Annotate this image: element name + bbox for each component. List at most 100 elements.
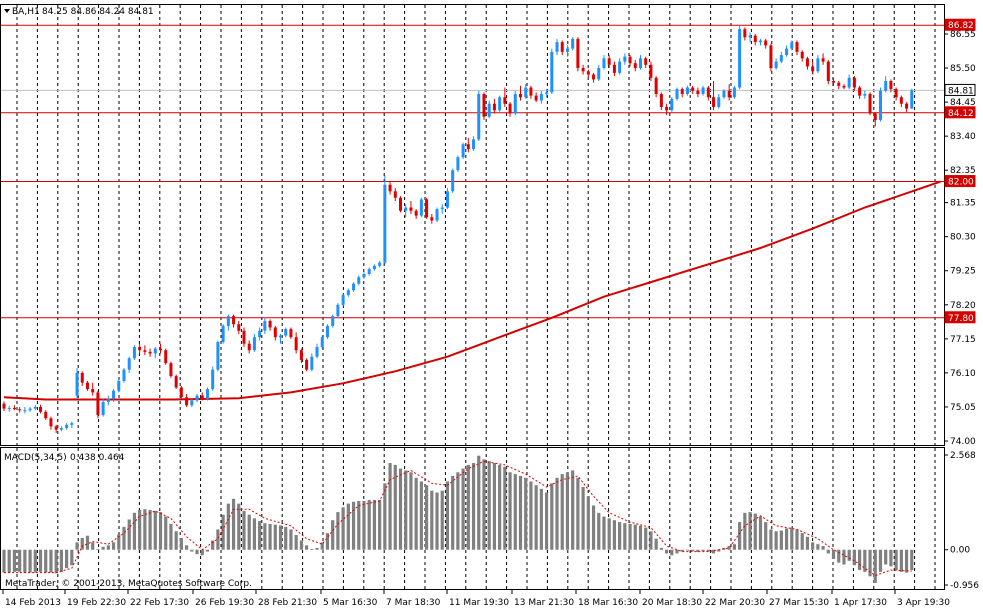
macd-bar <box>863 549 867 572</box>
candle <box>346 288 350 297</box>
macd-bar <box>873 549 877 583</box>
macd-bar <box>200 549 204 556</box>
macd-bar <box>132 512 137 550</box>
macd-bar <box>492 463 497 550</box>
candle <box>216 340 220 372</box>
macd-bar <box>367 499 371 550</box>
macd-bar <box>518 475 523 550</box>
macd-bar <box>357 501 361 550</box>
candle <box>602 55 606 70</box>
candle <box>132 345 136 360</box>
candle <box>691 85 695 94</box>
y-tick-label: 76.10 <box>950 369 976 379</box>
candle <box>800 50 804 62</box>
macd-bar <box>701 549 705 552</box>
candle <box>727 84 731 101</box>
macd-bar <box>524 477 528 550</box>
macd-bar <box>289 529 293 550</box>
candle <box>247 340 251 354</box>
candle <box>409 201 413 214</box>
candle <box>112 389 116 403</box>
candle <box>508 102 512 117</box>
y-tick-label: 82.35 <box>950 166 976 176</box>
macd-bar <box>487 461 491 550</box>
price-panel-frame <box>0 4 945 446</box>
candle <box>117 379 121 393</box>
candle <box>289 327 293 339</box>
candle <box>738 25 742 90</box>
candle <box>299 348 303 364</box>
macd-bar <box>216 529 220 550</box>
candle <box>743 27 747 41</box>
candle <box>659 92 663 111</box>
candle <box>430 213 434 224</box>
macd-bar <box>581 487 585 550</box>
candle <box>258 327 262 341</box>
macd-bar <box>790 527 794 550</box>
macd-bar <box>837 549 841 563</box>
candle <box>513 90 517 116</box>
macd-bar <box>607 518 611 550</box>
candle <box>425 197 429 219</box>
price-tag <box>944 106 976 119</box>
macd-bar <box>294 534 298 550</box>
candle <box>39 404 43 414</box>
candle <box>357 275 361 286</box>
macd-bar <box>258 520 262 550</box>
x-tick-label: 3 Apr 19:30 <box>897 598 950 608</box>
macd-bar <box>252 518 257 550</box>
candle <box>633 59 637 72</box>
candle <box>785 45 789 57</box>
candle <box>628 55 632 67</box>
candle <box>414 209 418 219</box>
x-tick-label: 28 Feb 21:30 <box>258 598 317 608</box>
macd-bar <box>649 531 653 550</box>
macd-bar <box>414 477 418 550</box>
menu-triangle-icon[interactable] <box>4 9 10 13</box>
macd-bar <box>706 549 710 552</box>
candle <box>487 100 491 119</box>
macd-bar <box>471 463 476 550</box>
macd-bar <box>868 549 872 577</box>
macd-signal-line <box>4 460 912 577</box>
price-axis: 86.55 85.50 84.45 83.40 82.35 81.35 80.30 79.25… <box>944 18 979 591</box>
macd-bar <box>445 481 450 550</box>
candle <box>232 314 236 328</box>
macd-values-label: 0.438 0.464 <box>70 453 125 463</box>
macd-bar <box>23 549 27 573</box>
macd-bar <box>571 470 575 550</box>
macd-bar <box>336 512 340 550</box>
macd-bar <box>393 464 397 550</box>
price-tag <box>944 83 976 96</box>
macd-bar <box>831 549 836 559</box>
candle <box>717 93 721 109</box>
candle <box>279 333 283 344</box>
macd-bar <box>430 490 434 550</box>
macd-bar <box>341 507 345 550</box>
macd-bar <box>122 526 126 550</box>
macd-bar <box>800 533 804 550</box>
macd-bar <box>727 546 731 550</box>
candle <box>127 356 131 373</box>
macd-bar <box>409 472 413 550</box>
macd-bar <box>59 549 63 572</box>
candle <box>811 61 815 75</box>
moving-average <box>3 180 941 401</box>
candle <box>732 85 736 99</box>
macd-bar <box>378 499 382 550</box>
macd-bar <box>555 477 559 550</box>
candle <box>837 81 841 90</box>
candle <box>623 53 627 65</box>
candle <box>685 85 689 96</box>
y-tick-label: 74.00 <box>950 437 976 447</box>
candle <box>899 95 903 107</box>
macd-bar <box>612 520 617 550</box>
candle <box>404 204 408 218</box>
candle <box>54 424 58 433</box>
candle <box>169 361 173 378</box>
candle <box>28 406 32 412</box>
macd-bar <box>664 549 669 554</box>
macd-bar <box>372 499 377 550</box>
candle <box>211 366 215 391</box>
